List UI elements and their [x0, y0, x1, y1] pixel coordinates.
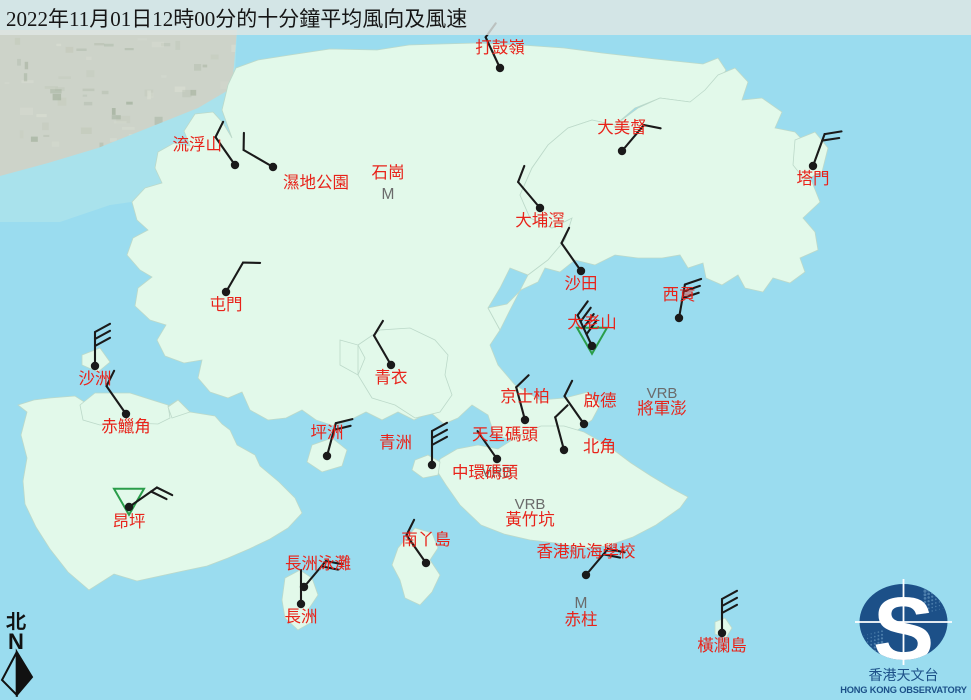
svg-text:啟德: 啟德	[584, 391, 617, 410]
svg-text:青衣: 青衣	[375, 368, 408, 387]
svg-text:赤柱: 赤柱	[565, 610, 598, 629]
svg-text:沙田: 沙田	[565, 275, 598, 293]
svg-text:南丫島: 南丫島	[401, 530, 451, 549]
svg-text:香港天文台: 香港天文台	[869, 667, 939, 683]
svg-text:流浮山: 流浮山	[173, 135, 223, 154]
svg-text:長洲: 長洲	[285, 608, 318, 626]
svg-text:濕地公園: 濕地公園	[283, 173, 349, 192]
svg-text:天星碼頭: 天星碼頭	[472, 426, 539, 444]
svg-text:HONG KONG OBSERVATORY: HONG KONG OBSERVATORY	[840, 685, 967, 695]
svg-text:M: M	[382, 186, 395, 203]
svg-text:塔門: 塔門	[797, 169, 830, 188]
svg-text:赤鱲角: 赤鱲角	[101, 417, 151, 436]
svg-text:黃竹坑: 黃竹坑	[505, 510, 555, 529]
svg-text:將軍澎: 將軍澎	[637, 399, 687, 418]
svg-text:昂坪: 昂坪	[113, 512, 146, 531]
svg-text:大美督: 大美督	[597, 118, 647, 137]
svg-text:石崗: 石崗	[372, 163, 405, 182]
svg-text:中環碼頭: 中環碼頭	[452, 463, 519, 482]
svg-text:坪洲: 坪洲	[311, 423, 344, 442]
svg-text:大埔滘: 大埔滘	[515, 211, 565, 230]
svg-text:長洲泳灘: 長洲泳灘	[285, 554, 351, 573]
svg-text:京士柏: 京士柏	[500, 387, 550, 406]
svg-text:大老山: 大老山	[567, 313, 617, 332]
svg-text:M: M	[575, 595, 588, 612]
svg-text:打鼓嶺: 打鼓嶺	[475, 38, 525, 57]
svg-text:沙洲: 沙洲	[79, 370, 112, 388]
svg-text:西貢: 西貢	[663, 286, 696, 304]
svg-text:屯門: 屯門	[210, 295, 243, 314]
svg-text:橫瀾島: 橫瀾島	[697, 636, 747, 655]
svg-text:香港航海學校: 香港航海學校	[537, 542, 636, 561]
svg-text:北角: 北角	[583, 437, 616, 456]
svg-text:青洲: 青洲	[379, 433, 412, 452]
